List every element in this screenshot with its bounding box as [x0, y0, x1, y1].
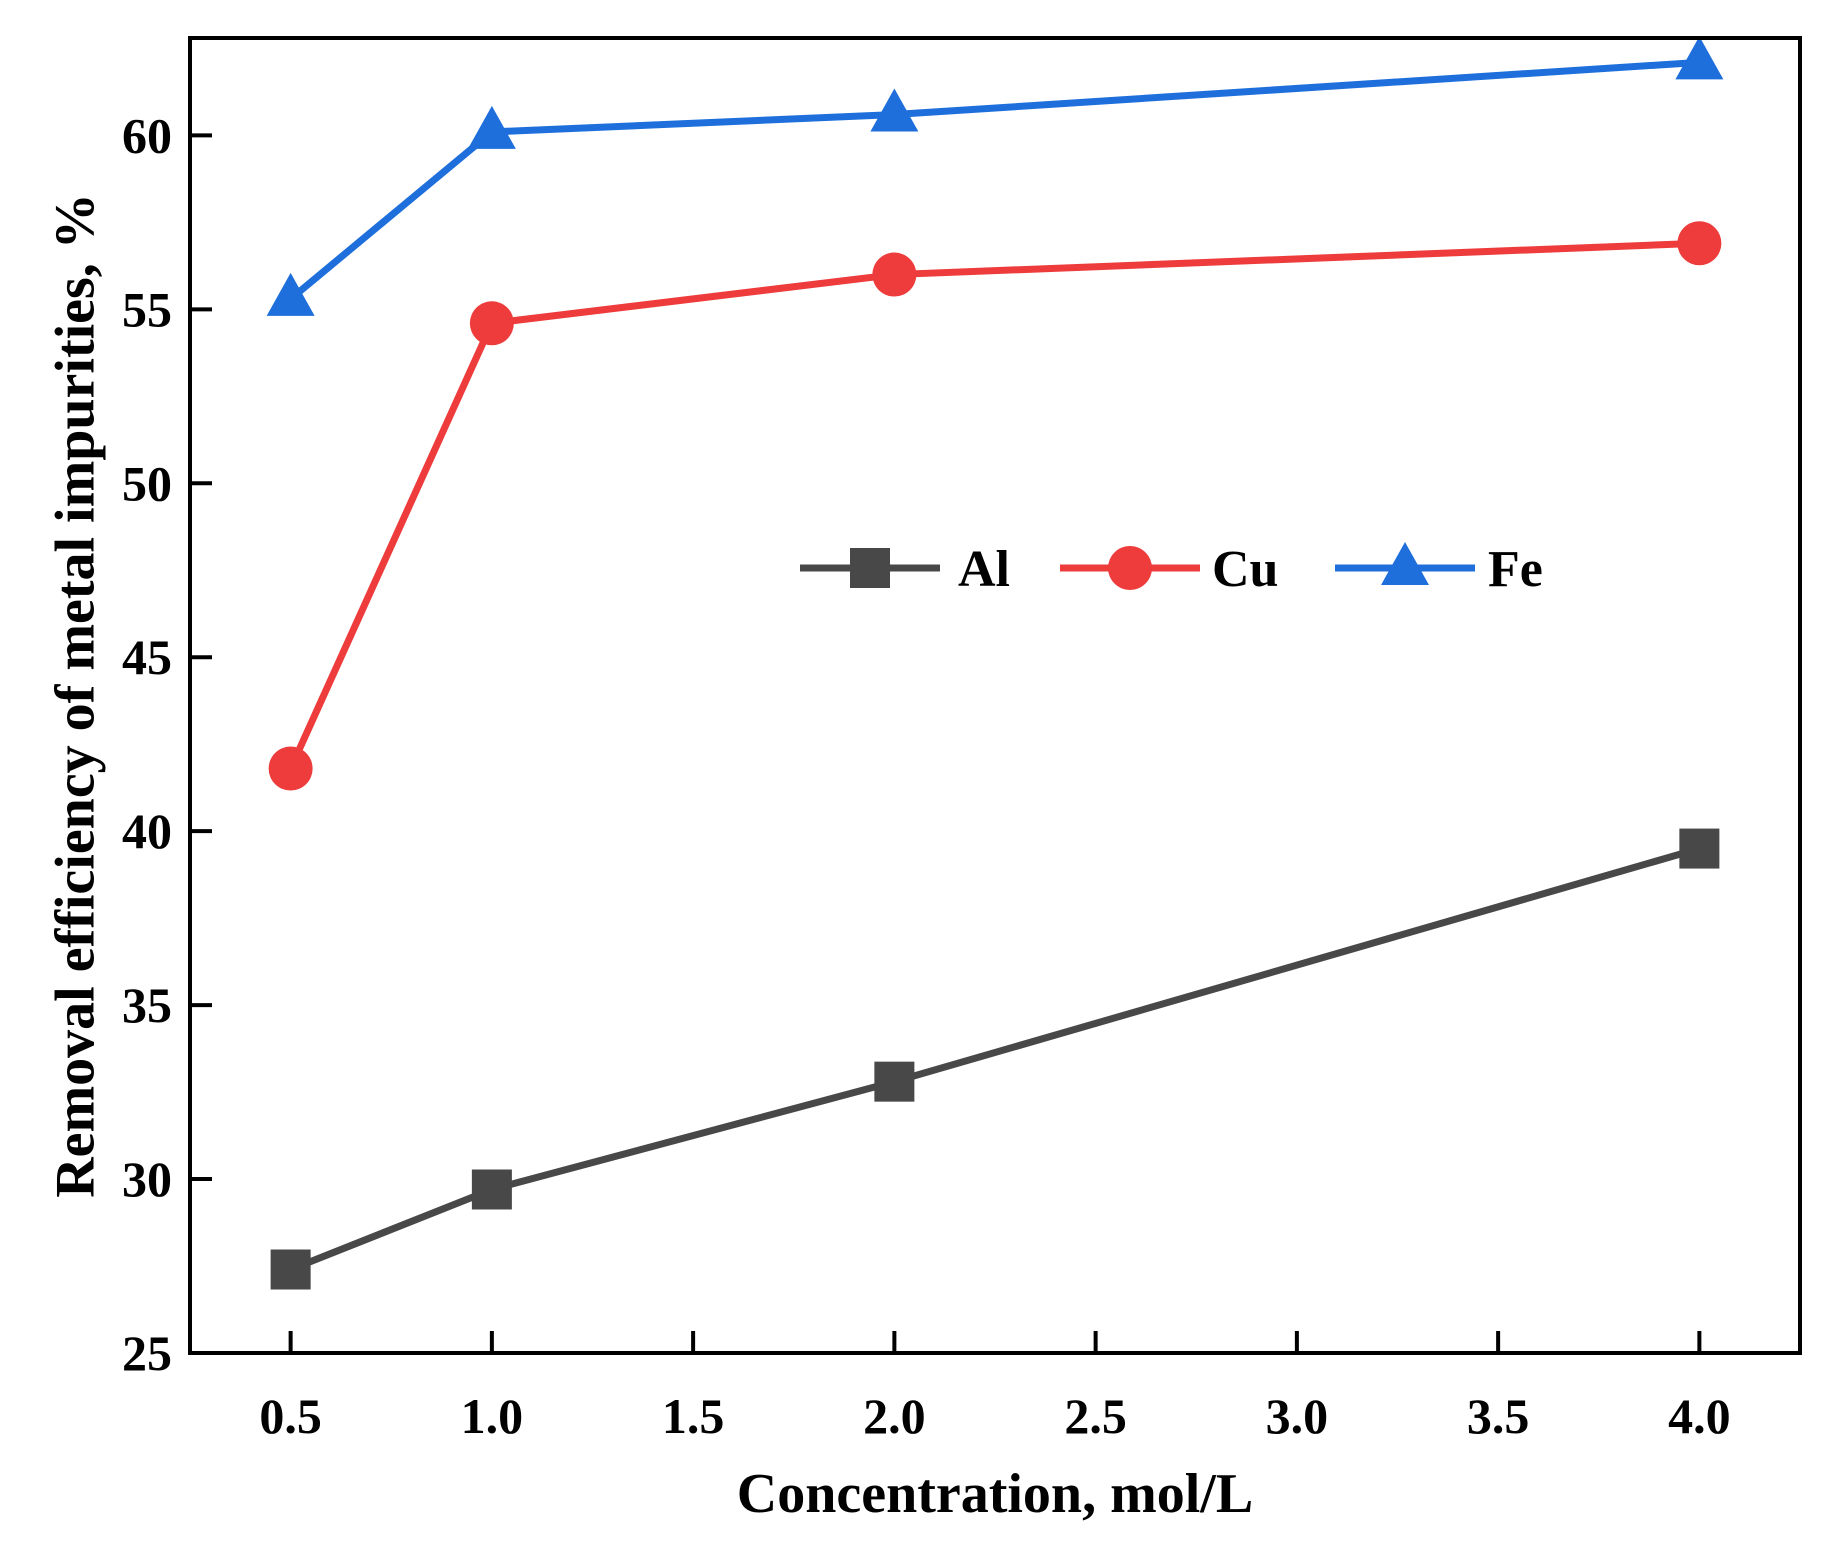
legend-label: Fe: [1488, 541, 1543, 598]
series-al: [270, 828, 1720, 1290]
data-point-al: [471, 1169, 512, 1210]
legend-marker-fe: [1381, 542, 1429, 585]
x-tick-label: 2.5: [1064, 1388, 1127, 1444]
x-tick-label: 2.0: [863, 1388, 926, 1444]
data-point-cu: [872, 252, 917, 297]
plot-frame: [188, 36, 1802, 1355]
legend-label: Cu: [1212, 541, 1278, 598]
legend: Al Cu Fe: [800, 541, 1543, 598]
data-point-al: [874, 1061, 915, 1102]
x-axis-title: Concentration, mol/L: [737, 1463, 1253, 1525]
data-point-cu: [1677, 221, 1722, 266]
y-axis-ticks: 25 30 35 40 45 50 55 60: [122, 107, 212, 1381]
legend-label: Al: [958, 541, 1010, 598]
y-tick-label: 35: [122, 977, 172, 1033]
series-line-fe: [288, 58, 1700, 302]
data-point-al: [1679, 828, 1720, 869]
y-tick-label: 50: [122, 455, 172, 511]
series-line-cu: [287, 239, 1700, 770]
data-point-fe: [266, 272, 315, 316]
y-tick-label: 45: [122, 629, 172, 685]
series-cu: [268, 221, 1722, 791]
data-point-cu: [469, 301, 514, 346]
x-tick-label: 4.0: [1668, 1388, 1731, 1444]
data-point-al: [270, 1249, 311, 1290]
y-tick-label: 30: [122, 1151, 172, 1207]
x-tick-label: 3.0: [1266, 1388, 1329, 1444]
legend-marker-al: [850, 548, 890, 588]
y-tick-label: 60: [122, 107, 172, 163]
data-point-fe: [467, 105, 516, 149]
x-tick-label: 1.5: [662, 1388, 725, 1444]
data-point-fe: [870, 88, 919, 132]
data-point-cu: [268, 746, 313, 791]
x-tick-label: 1.0: [461, 1388, 524, 1444]
y-tick-label: 40: [122, 803, 172, 859]
series-fe: [266, 36, 1724, 316]
y-tick-label: 25: [122, 1325, 172, 1381]
axes: [188, 36, 1802, 1355]
x-axis-ticks: 0.5 1.0 1.5 2.0 2.5 3.0 3.5 4.0: [259, 1331, 1731, 1444]
legend-marker-cu: [1108, 546, 1152, 590]
data-point-fe: [1675, 36, 1724, 80]
x-tick-label: 0.5: [259, 1388, 322, 1444]
legend-item-fe: Fe: [1335, 541, 1543, 598]
y-tick-label: 55: [122, 281, 172, 337]
y-axis-title: Removal efficiency of metal impurities, …: [45, 193, 107, 1198]
legend-item-cu: Cu: [1060, 541, 1278, 598]
legend-item-al: Al: [800, 541, 1010, 598]
series-line-al: [289, 845, 1701, 1273]
series-group: [266, 36, 1724, 1290]
x-tick-label: 3.5: [1467, 1388, 1530, 1444]
